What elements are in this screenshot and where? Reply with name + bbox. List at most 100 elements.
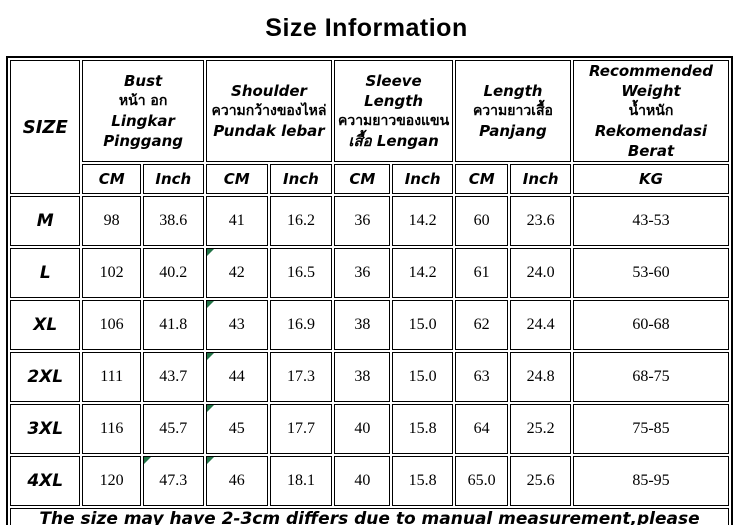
sleeve-label-id: เสื้อ Lengan	[348, 132, 439, 150]
shoulder-cm-value: 46	[205, 456, 268, 506]
sleeve-cm-value: 36	[334, 196, 391, 246]
shoulder-cm-value: 45	[205, 404, 268, 454]
size-value: M	[10, 196, 81, 246]
sleeve-cm-value: 40	[334, 404, 391, 454]
length-inch-header: Inch	[510, 164, 571, 194]
shoulder-cm-value: 42	[205, 248, 268, 298]
shoulder-inch-value: 17.3	[269, 352, 333, 402]
shoulder-inch-value: 16.2	[269, 196, 333, 246]
sleeve-inch-value: 15.0	[392, 352, 453, 402]
shoulder-inch-value: 18.1	[269, 456, 333, 506]
table-row-m: M 98 38.6 41 16.2 36 14.2 60 23.6 43-53	[10, 196, 729, 246]
length-inch-value: 23.6	[510, 196, 571, 246]
shoulder-inch-value: 16.9	[269, 300, 333, 350]
sleeve-cm-value: 38	[334, 300, 391, 350]
weight-kg-value: 43-53	[572, 196, 729, 246]
table-row-4xl: 4XL 120 47.3 46 18.1 40 15.8 65.0 25.6 8…	[10, 456, 729, 506]
shoulder-label-th: ความกว้างของไหล่	[211, 103, 327, 119]
weight-label-en: Recommended Weight	[589, 62, 713, 100]
shoulder-cm-value: 43	[205, 300, 268, 350]
sleeve-cm-value: 40	[334, 456, 391, 506]
bust-inch-value: 43.7	[142, 352, 204, 402]
length-cm-value: 64	[454, 404, 509, 454]
bust-inch-value: 38.6	[142, 196, 204, 246]
length-inch-value: 24.4	[510, 300, 571, 350]
bust-label-en: Bust	[123, 72, 163, 90]
weight-kg-value: 60-68	[572, 300, 729, 350]
length-cm-value: 61	[454, 248, 509, 298]
col-group-bust: Bust หน้า อก Lingkar Pinggang	[82, 60, 204, 162]
col-group-length: Length ความยาวเสื้อ Panjang	[454, 60, 571, 162]
length-cm-value: 62	[454, 300, 509, 350]
length-label-id: Panjang	[479, 122, 547, 140]
shoulder-inch-value: 17.7	[269, 404, 333, 454]
cell-error-flag-icon	[206, 301, 214, 308]
cell-error-flag-icon	[143, 457, 151, 464]
bust-inch-value: 47.3	[142, 456, 204, 506]
shoulder-inch-header: Inch	[269, 164, 333, 194]
weight-kg-value: 68-75	[572, 352, 729, 402]
bust-inch-value: 45.7	[142, 404, 204, 454]
table-row-l: L 102 40.2 42 16.5 36 14.2 61 24.0 53-60	[10, 248, 729, 298]
measurement-note: The size may have 2-3cm differs due to m…	[10, 508, 729, 525]
sleeve-inch-value: 15.8	[392, 456, 453, 506]
length-inch-value: 24.0	[510, 248, 571, 298]
length-cm-value: 60	[454, 196, 509, 246]
bust-label-th: หน้า อก	[118, 93, 168, 109]
weight-kg-value: 85-95	[572, 456, 729, 506]
size-value: 3XL	[10, 404, 81, 454]
sleeve-inch-value: 14.2	[392, 196, 453, 246]
weight-kg-value: 75-85	[572, 404, 729, 454]
shoulder-label-en: Shoulder	[231, 82, 307, 100]
sleeve-label-th: ความยาวของแขน	[337, 113, 450, 129]
length-cm-value: 65.0	[454, 456, 509, 506]
bust-inch-value: 40.2	[142, 248, 204, 298]
sleeve-inch-value: 14.2	[392, 248, 453, 298]
bust-cm-value: 106	[82, 300, 141, 350]
weight-label-id: Rekomendasi Berat	[594, 122, 708, 160]
size-table: SIZE Bust หน้า อก Lingkar Pinggang Shoul…	[6, 56, 733, 525]
col-group-shoulder: Shoulder ความกว้างของไหล่ Pundak lebar	[205, 60, 333, 162]
size-value: L	[10, 248, 81, 298]
size-column-header: SIZE	[10, 60, 81, 194]
shoulder-label-id: Pundak lebar	[213, 122, 325, 140]
bust-inch-value: 41.8	[142, 300, 204, 350]
weight-kg-header: KG	[572, 164, 729, 194]
bust-cm-value: 102	[82, 248, 141, 298]
bust-cm-value: 111	[82, 352, 141, 402]
cell-error-flag-icon	[206, 249, 214, 256]
weight-kg-value: 53-60	[572, 248, 729, 298]
bust-cm-value: 98	[82, 196, 141, 246]
table-row-3xl: 3XL 116 45.7 45 17.7 40 15.8 64 25.2 75-…	[10, 404, 729, 454]
length-cm-header: CM	[454, 164, 509, 194]
bust-inch-header: Inch	[142, 164, 204, 194]
shoulder-cm-value: 41	[205, 196, 268, 246]
size-value: XL	[10, 300, 81, 350]
sleeve-inch-header: Inch	[392, 164, 453, 194]
cell-error-flag-icon	[206, 405, 214, 412]
cell-error-flag-icon	[206, 457, 214, 464]
length-label-en: Length	[483, 82, 543, 100]
length-inch-value: 25.6	[510, 456, 571, 506]
col-group-sleeve-length: Sleeve Length ความยาวของแขน เสื้อ Lengan	[334, 60, 453, 162]
weight-label-th: น้ำหนัก	[628, 103, 674, 119]
table-row-xl: XL 106 41.8 43 16.9 38 15.0 62 24.4 60-6…	[10, 300, 729, 350]
bust-label-id: Lingkar Pinggang	[103, 112, 184, 150]
shoulder-inch-value: 16.5	[269, 248, 333, 298]
sleeve-cm-header: CM	[334, 164, 391, 194]
sleeve-label-en: Sleeve Length	[364, 72, 424, 110]
shoulder-cm-value: 44	[205, 352, 268, 402]
shoulder-cm-header: CM	[205, 164, 268, 194]
length-cm-value: 63	[454, 352, 509, 402]
bust-cm-header: CM	[82, 164, 141, 194]
table-row-2xl: 2XL 111 43.7 44 17.3 38 15.0 63 24.8 68-…	[10, 352, 729, 402]
sleeve-inch-value: 15.8	[392, 404, 453, 454]
col-group-recommended-weight: Recommended Weight น้ำหนัก Rekomendasi B…	[572, 60, 729, 162]
bust-cm-value: 116	[82, 404, 141, 454]
bust-cm-value: 120	[82, 456, 141, 506]
length-inch-value: 25.2	[510, 404, 571, 454]
page-title: Size Information	[265, 14, 468, 42]
sleeve-cm-value: 38	[334, 352, 391, 402]
cell-error-flag-icon	[206, 353, 214, 360]
